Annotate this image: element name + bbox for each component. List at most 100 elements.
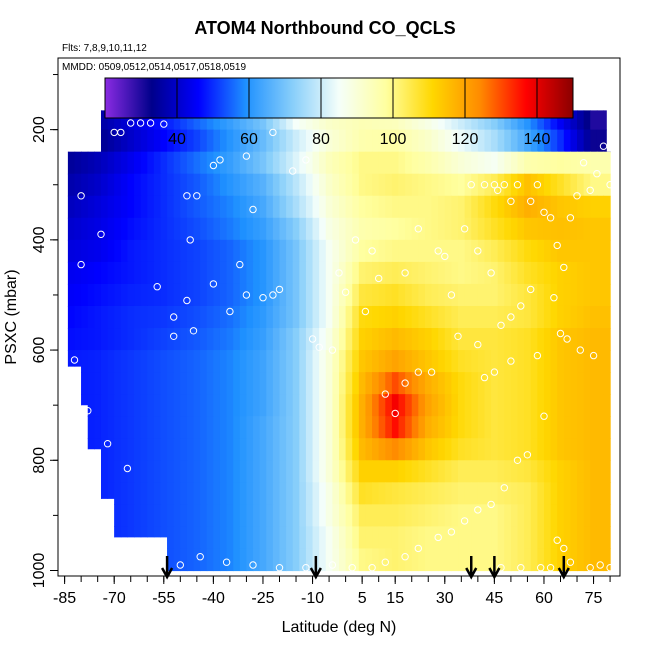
heatmap-cell [339,394,347,417]
heatmap-cell [372,110,380,131]
x-tick-label: 45 [485,590,503,607]
heatmap-cell [510,217,519,241]
heatmap-cell [543,151,552,175]
heatmap-cell [246,526,254,550]
heatmap-cell [81,350,89,373]
heatmap-cell [339,239,347,263]
heatmap-cell [48,460,55,483]
heatmap-cell [418,504,426,527]
heatmap-cell [444,305,452,329]
heatmap-cell [332,305,340,329]
heatmap-cell [114,151,122,175]
heatmap-cell [134,173,142,197]
y-tick-label: 400 [31,226,48,253]
heatmap-cell [424,110,433,131]
heatmap-cell [451,173,459,197]
heatmap-cell [451,526,459,550]
heatmap-cell [365,283,373,307]
heatmap-cell [153,482,162,505]
heatmap-cell [219,394,228,417]
heatmap-cell [140,151,148,175]
heatmap-cell [292,217,300,241]
heatmap-cell [266,504,274,527]
heatmap-cell [213,328,221,351]
heatmap-cell [365,372,373,395]
heatmap-cell [590,239,598,263]
heatmap-cell [345,438,353,461]
heatmap-cell [557,328,565,351]
heatmap-cell [226,526,234,550]
heatmap-cell [484,526,492,550]
heatmap-cell [147,173,155,197]
heatmap-cell [570,305,578,329]
heatmap-cell [537,504,545,527]
heatmap-cell [239,328,248,351]
heatmap-cell [147,460,155,483]
heatmap-cell [405,482,413,505]
heatmap-cell [332,217,340,241]
heatmap-cell [253,504,261,527]
heatmap-cell [497,195,505,219]
heatmap-cell [305,460,314,483]
heatmap-cell [537,328,545,351]
heatmap-cell [504,261,512,285]
heatmap-cell [292,482,300,505]
heatmap-cell [153,548,162,572]
heatmap-cell [365,504,373,527]
heatmap-cell [451,394,459,417]
heatmap-cell [570,394,578,417]
heatmap-cell [153,305,162,329]
heatmap-cell [596,504,605,527]
heatmap-cell [411,372,419,395]
heatmap-cell [259,129,267,153]
heatmap-cell [94,372,102,395]
heatmap-cell [305,261,314,285]
heatmap-cell [378,526,386,550]
heatmap-cell [557,151,565,175]
heatmap-cell [477,504,486,527]
heatmap-cell [365,526,373,550]
heatmap-cell [339,305,347,329]
observation-point [480,181,489,189]
heatmap-cell [213,438,221,461]
heatmap-cell [160,460,168,483]
heatmap-cell [451,350,459,373]
heatmap-cell [352,394,360,417]
heatmap-cell [517,328,525,351]
heatmap-cell [524,526,532,550]
heatmap-cell [510,283,519,307]
heatmap-cell [259,460,267,483]
heatmap-cell [418,482,426,505]
heatmap-cell [577,394,585,417]
heatmap-cell [147,283,155,307]
heatmap-cell [200,350,208,373]
heatmap-cell [67,261,76,285]
heatmap-cell [193,350,201,373]
heatmap-cell [471,151,479,175]
heatmap-cell [134,548,142,572]
heatmap-cell [471,438,479,461]
observation-point [351,236,360,244]
heatmap-cell [312,526,320,550]
heatmap-cell [246,372,254,395]
heatmap-cell [94,239,102,263]
heatmap-cell [391,460,400,483]
heatmap-cell [266,328,274,351]
heatmap-cell [325,261,333,285]
heatmap-cell [517,438,525,461]
heatmap-cell [259,151,267,175]
heatmap-cell [524,283,532,307]
heatmap-cell [253,305,261,329]
heatmap-cell [458,460,466,483]
heatmap-cell [87,548,95,572]
heatmap-cell [411,239,419,263]
heatmap-cell [570,173,578,197]
observation-point [222,558,231,566]
heatmap-cell [352,129,360,153]
heatmap-cell [345,261,353,285]
heatmap-cell [418,110,426,131]
heatmap-cell [385,283,393,307]
heatmap-cell [484,482,492,505]
heatmap-cell [299,110,307,131]
heatmap-cell [577,328,585,351]
